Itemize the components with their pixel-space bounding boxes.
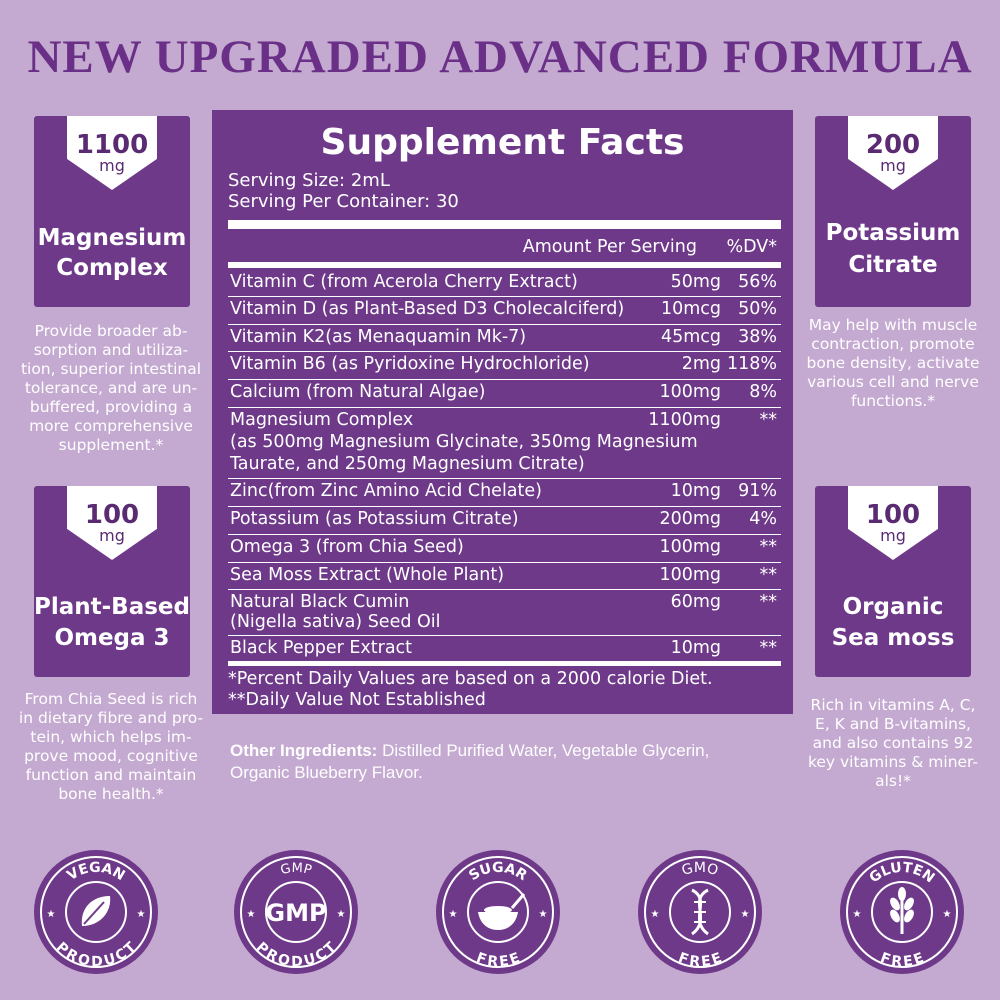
potassium-amount-tab: 200 mg xyxy=(848,116,938,190)
table-row: Magnesium Complex (as 500mg Magnesium Gl… xyxy=(228,409,781,479)
svg-text:★: ★ xyxy=(337,909,346,920)
svg-text:★: ★ xyxy=(137,909,146,920)
magnesium-title-1: Magnesium xyxy=(37,225,187,251)
other-ingredients-line2: Organic Blueberry Flavor. xyxy=(230,763,423,782)
potassium-card: 200 mg Potassium Citrate xyxy=(815,116,971,307)
potassium-description: May help with muscle contraction, promote… xyxy=(806,316,980,410)
svg-text:GMO: GMO xyxy=(680,860,720,879)
svg-text:VEGAN: VEGAN xyxy=(64,860,127,884)
table-row: Omega 3 (from Chia Seed) 100mg ** xyxy=(228,536,781,563)
table-row: Zinc(from Zinc Amino Acid Chelate) 10mg 91… xyxy=(228,480,781,507)
other-ingredients-label: Other Ingredients: xyxy=(230,741,378,760)
seamoss-amount-tab: 100 mg xyxy=(848,486,938,560)
seamoss-unit: mg xyxy=(880,526,906,545)
seamoss-amount: 100 xyxy=(865,500,921,530)
sugar-free-badge: SUGAR FREE ★ ★ xyxy=(436,850,560,974)
svg-text:★: ★ xyxy=(741,909,750,920)
magnesium-description: Provide broader ab-sorption and utiliza-… xyxy=(20,322,202,454)
omega-amount-tab: 100 mg xyxy=(67,486,157,560)
omega-amount: 100 xyxy=(84,500,140,530)
thick-rule xyxy=(228,220,781,229)
badge-top-text: GMP xyxy=(279,861,313,878)
badge-bottom-text: PRODUCT xyxy=(253,939,340,970)
svg-text:★: ★ xyxy=(47,909,56,920)
svg-text:PRODUCT: PRODUCT xyxy=(53,939,140,970)
omega-description: From Chia Seed is rich in dietary fibre a… xyxy=(18,690,204,803)
gmp-shield-icon: GMP xyxy=(265,899,326,927)
seamoss-description: Rich in vitamins A, C, E, K and B-vitamin… xyxy=(807,696,979,790)
supplement-facts-panel: Supplement Facts Serving Size: 2mL Servi… xyxy=(212,110,793,714)
table-row: Vitamin C (from Acerola Cherry Extract) 5… xyxy=(228,271,781,297)
svg-text:★: ★ xyxy=(853,909,862,920)
svg-text:★: ★ xyxy=(651,909,660,920)
magnesium-amount: 1100 xyxy=(75,130,149,160)
header-amount: Amount Per Serving xyxy=(522,237,697,257)
serving-size: Serving Size: 2mL xyxy=(228,170,390,191)
table-row: Natural Black Cumin (Nigella sativa) See… xyxy=(228,591,781,636)
potassium-amount: 200 xyxy=(865,130,921,160)
table-row: Vitamin K2(as Menaquamin Mk-7) 45mcg 38% xyxy=(228,326,781,352)
table-row: Potassium (as Potassium Citrate) 200mg 4% xyxy=(228,508,781,535)
other-ingredients-line1: Distilled Purified Water, Vegetable Glyc… xyxy=(377,741,710,760)
potassium-title-1: Potassium xyxy=(825,220,961,246)
svg-text:★: ★ xyxy=(943,909,952,920)
badge-bottom-text: PRODUCT xyxy=(53,939,140,970)
gluten-free-badge: GLUTEN FREE ★ ★ xyxy=(840,850,964,974)
footnote-dv: *Percent Daily Values are based on a 200… xyxy=(228,669,713,689)
vegan-leaf-icon xyxy=(81,896,111,926)
vegan-product-badge: VEGAN PRODUCT ★ ★ xyxy=(34,850,158,974)
gmo-free-badge: GMO FREE ★ ★ xyxy=(638,850,762,974)
table-row: Black Pepper Extract 10mg ** xyxy=(230,638,777,658)
gmp-center-text: GMP xyxy=(265,899,326,927)
svg-text:PRODUCT: PRODUCT xyxy=(253,939,340,970)
omega-unit: mg xyxy=(99,526,125,545)
other-ingredients: Other Ingredients: Distilled Purified Wa… xyxy=(230,740,790,784)
badge-top-text: VEGAN xyxy=(64,860,127,884)
magnesium-card: 1100 mg Magnesium Complex xyxy=(34,116,190,307)
potassium-unit: mg xyxy=(880,156,906,175)
svg-text:SUGAR: SUGAR xyxy=(466,860,530,884)
header-dv: %DV* xyxy=(726,237,777,257)
dna-icon xyxy=(691,888,709,936)
headline: NEW UPGRADED ADVANCED FORMULA xyxy=(27,31,973,83)
svg-text:★: ★ xyxy=(539,909,548,920)
magnesium-unit: mg xyxy=(99,156,125,175)
sugar-bowl-icon xyxy=(478,893,526,930)
magnesium-amount-tab: 1100 mg xyxy=(67,116,157,190)
table-row: Vitamin B6 (as Pyridoxine Hydrochloride)… xyxy=(228,353,781,380)
table-row: Calcium (from Natural Algae) 100mg 8% xyxy=(228,381,781,408)
bottom-rule xyxy=(228,661,781,666)
gmp-product-badge: GMP PRODUCT ★ ★ GMP xyxy=(234,850,358,974)
svg-text:★: ★ xyxy=(247,909,256,920)
seamoss-title-2: Sea moss xyxy=(831,625,955,651)
potassium-title-2: Citrate xyxy=(848,252,938,278)
badge-top-text: SUGAR xyxy=(466,860,530,884)
svg-text:★: ★ xyxy=(449,909,458,920)
footnote-not-established: **Daily Value Not Established xyxy=(228,690,486,710)
medium-rule xyxy=(228,262,781,268)
wheat-icon xyxy=(890,887,914,934)
omega-title-2: Omega 3 xyxy=(54,625,170,651)
seamoss-title-1: Organic xyxy=(842,594,944,620)
seamoss-card: 100 mg Organic Sea moss xyxy=(815,486,971,677)
magnesium-title-2: Complex xyxy=(56,255,168,281)
omega-title-1: Plant-Based xyxy=(34,594,190,620)
serving-per-container: Serving Per Container: 30 xyxy=(228,191,459,212)
table-row: Sea Moss Extract (Whole Plant) 100mg ** xyxy=(228,564,781,590)
facts-title: Supplement Facts xyxy=(320,122,685,163)
svg-text:GMP: GMP xyxy=(279,861,313,878)
badge-top-text: GMO xyxy=(680,860,720,879)
omega-card: 100 mg Plant-Based Omega 3 xyxy=(34,486,190,677)
serving-info: Serving Size: 2mL Serving Per Container:… xyxy=(228,170,459,212)
table-row: Vitamin D (as Plant-Based D3 Cholecalcif… xyxy=(228,298,781,325)
